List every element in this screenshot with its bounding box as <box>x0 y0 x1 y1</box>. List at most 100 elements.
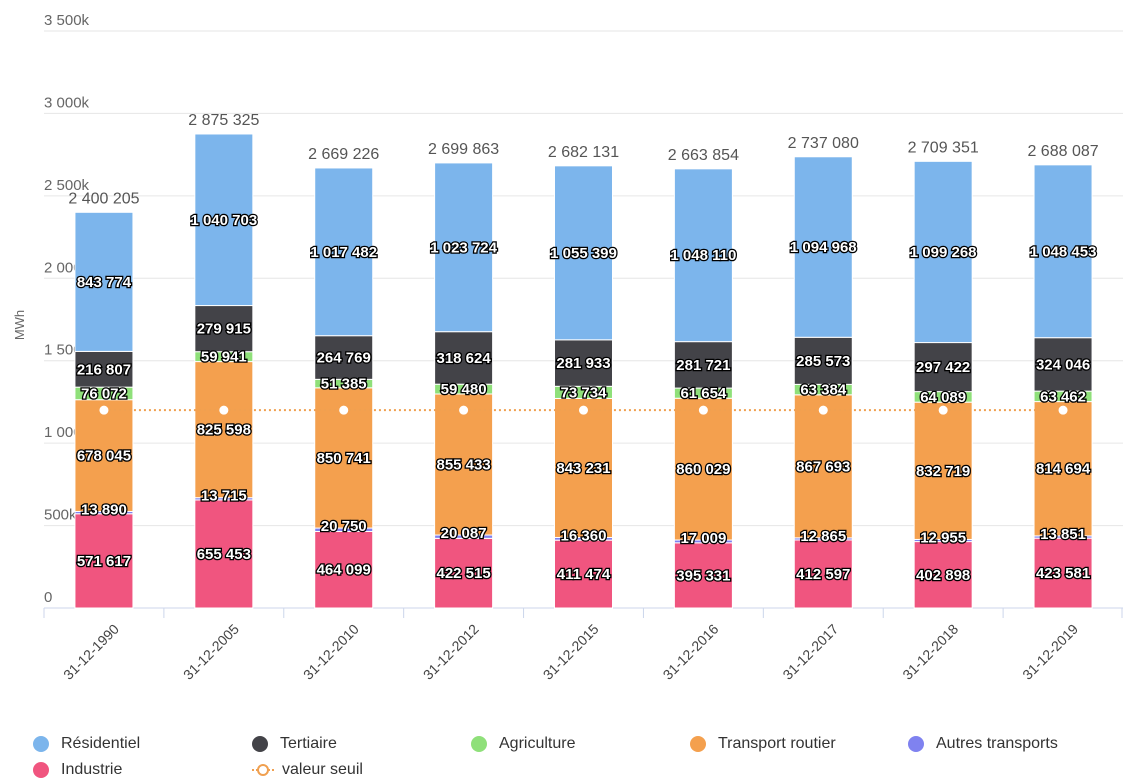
data-label: 1 048 453 <box>1030 243 1097 260</box>
legend-item[interactable]: Agriculture <box>471 735 575 753</box>
data-label: 51 385 <box>321 376 367 393</box>
bar-segment <box>913 342 973 393</box>
bar-segment <box>673 397 733 541</box>
total-label: 2 400 205 <box>68 190 139 207</box>
total-label: 2 875 325 <box>188 112 259 129</box>
bar-segment <box>194 305 254 353</box>
bar-segment <box>1033 164 1093 339</box>
total-label: 2 737 080 <box>788 135 859 152</box>
data-label: 17 009 <box>680 530 726 547</box>
legend-item[interactable]: valeur seuil <box>252 761 363 779</box>
bar-segment <box>314 335 374 380</box>
total-label: 2 663 854 <box>668 147 739 164</box>
data-label: 13 715 <box>201 488 247 505</box>
data-label: 13 851 <box>1040 526 1086 543</box>
threshold-marker <box>938 405 948 415</box>
bar-segment <box>554 165 613 341</box>
legend-label: Tertiaire <box>280 735 337 752</box>
data-label: 402 898 <box>916 567 970 584</box>
data-label: 855 433 <box>436 457 490 474</box>
data-label: 59 941 <box>201 349 247 366</box>
data-label: 279 915 <box>197 321 251 338</box>
bar-segment <box>194 133 254 307</box>
legend-label: valeur seuil <box>282 761 363 778</box>
bar-segment <box>913 541 973 609</box>
y-axis-label: MWh <box>12 310 27 340</box>
data-label: 264 769 <box>317 350 371 367</box>
legend-label: Transport routier <box>718 735 836 752</box>
legend-item[interactable]: Industrie <box>33 761 122 779</box>
data-label: 324 046 <box>1036 356 1090 373</box>
threshold-marker <box>99 405 109 415</box>
data-label: 63 462 <box>1040 388 1086 405</box>
bar-segment <box>793 539 853 609</box>
total-label: 2 688 087 <box>1027 143 1098 160</box>
y-tick-label: 3 500k <box>44 12 90 29</box>
total-label: 2 709 351 <box>908 139 979 156</box>
threshold-marker <box>698 405 708 415</box>
x-tick-label: 31-12-2010 <box>300 621 362 683</box>
bar-segment <box>554 339 613 387</box>
data-label: 63 384 <box>800 382 847 399</box>
bar-segment <box>74 350 134 388</box>
total-label: 2 669 226 <box>308 146 379 163</box>
data-label: 216 807 <box>77 361 131 378</box>
legend: Résidentiel Tertiaire Agriculture Transport… <box>0 728 1123 782</box>
bar-segment <box>314 530 374 609</box>
bar-segment <box>913 160 973 344</box>
legend-item[interactable]: Transport routier <box>690 735 836 753</box>
bar-segment <box>673 542 733 609</box>
data-label: 1 017 482 <box>310 244 377 261</box>
data-label: 423 581 <box>1036 565 1090 582</box>
data-label: 571 617 <box>77 553 131 570</box>
bar-segment <box>913 401 973 540</box>
bar-segment <box>554 397 613 538</box>
data-label: 678 045 <box>77 448 131 465</box>
threshold-marker <box>1058 405 1068 415</box>
legend-item[interactable]: Tertiaire <box>252 735 337 753</box>
data-label: 412 597 <box>796 566 850 583</box>
legend-swatch-icon <box>252 736 268 752</box>
legend-swatch-icon <box>690 736 706 752</box>
legend-item[interactable]: Autres transports <box>908 735 1058 753</box>
data-label: 64 089 <box>920 389 966 406</box>
threshold-line <box>99 405 1068 415</box>
y-tick-label: 500k <box>44 507 77 524</box>
data-label: 20 087 <box>441 525 487 542</box>
bar-segment <box>434 162 494 333</box>
bar-segment <box>1033 337 1093 392</box>
x-tick-label: 31-12-2016 <box>660 621 722 683</box>
data-label: 281 933 <box>556 355 610 372</box>
y-tick-label: 3 000k <box>44 94 90 111</box>
data-label: 59 480 <box>441 381 487 398</box>
data-labels: 571 617 13 890 678 045 76 072 216 807 843 774… <box>76 210 1098 585</box>
bar-segment <box>434 393 494 536</box>
x-tick-label: 31-12-2019 <box>1019 621 1081 683</box>
data-label: 1 099 268 <box>910 244 977 261</box>
data-label: 13 890 <box>81 501 127 518</box>
data-label: 395 331 <box>676 567 730 584</box>
data-label: 318 624 <box>436 350 491 367</box>
x-axis: 31-12-1990 31-12-2005 31-12-2010 31-12-2012… <box>43 608 1123 683</box>
data-label: 867 693 <box>796 458 850 475</box>
legend-line-marker-icon <box>252 763 274 777</box>
data-label: 1 055 399 <box>550 245 617 262</box>
bar-segment <box>74 399 134 512</box>
legend-label: Autres transports <box>936 735 1058 752</box>
data-label: 850 741 <box>317 450 371 467</box>
data-label: 422 515 <box>436 565 490 582</box>
bar-segment <box>793 156 853 338</box>
data-label: 1 094 968 <box>790 239 857 256</box>
data-label: 12 865 <box>800 528 846 545</box>
legend-item[interactable]: Résidentiel <box>33 735 140 753</box>
bars <box>74 133 1093 609</box>
bar-segment <box>1033 537 1093 609</box>
data-label: 12 955 <box>920 529 966 546</box>
x-tick-label: 31-12-2005 <box>180 621 242 683</box>
y-tick-label: 2 500k <box>44 177 90 194</box>
threshold-marker <box>579 405 588 415</box>
bar-segment <box>1033 401 1093 537</box>
data-label: 843 231 <box>556 460 610 477</box>
bar-segment <box>793 336 853 385</box>
